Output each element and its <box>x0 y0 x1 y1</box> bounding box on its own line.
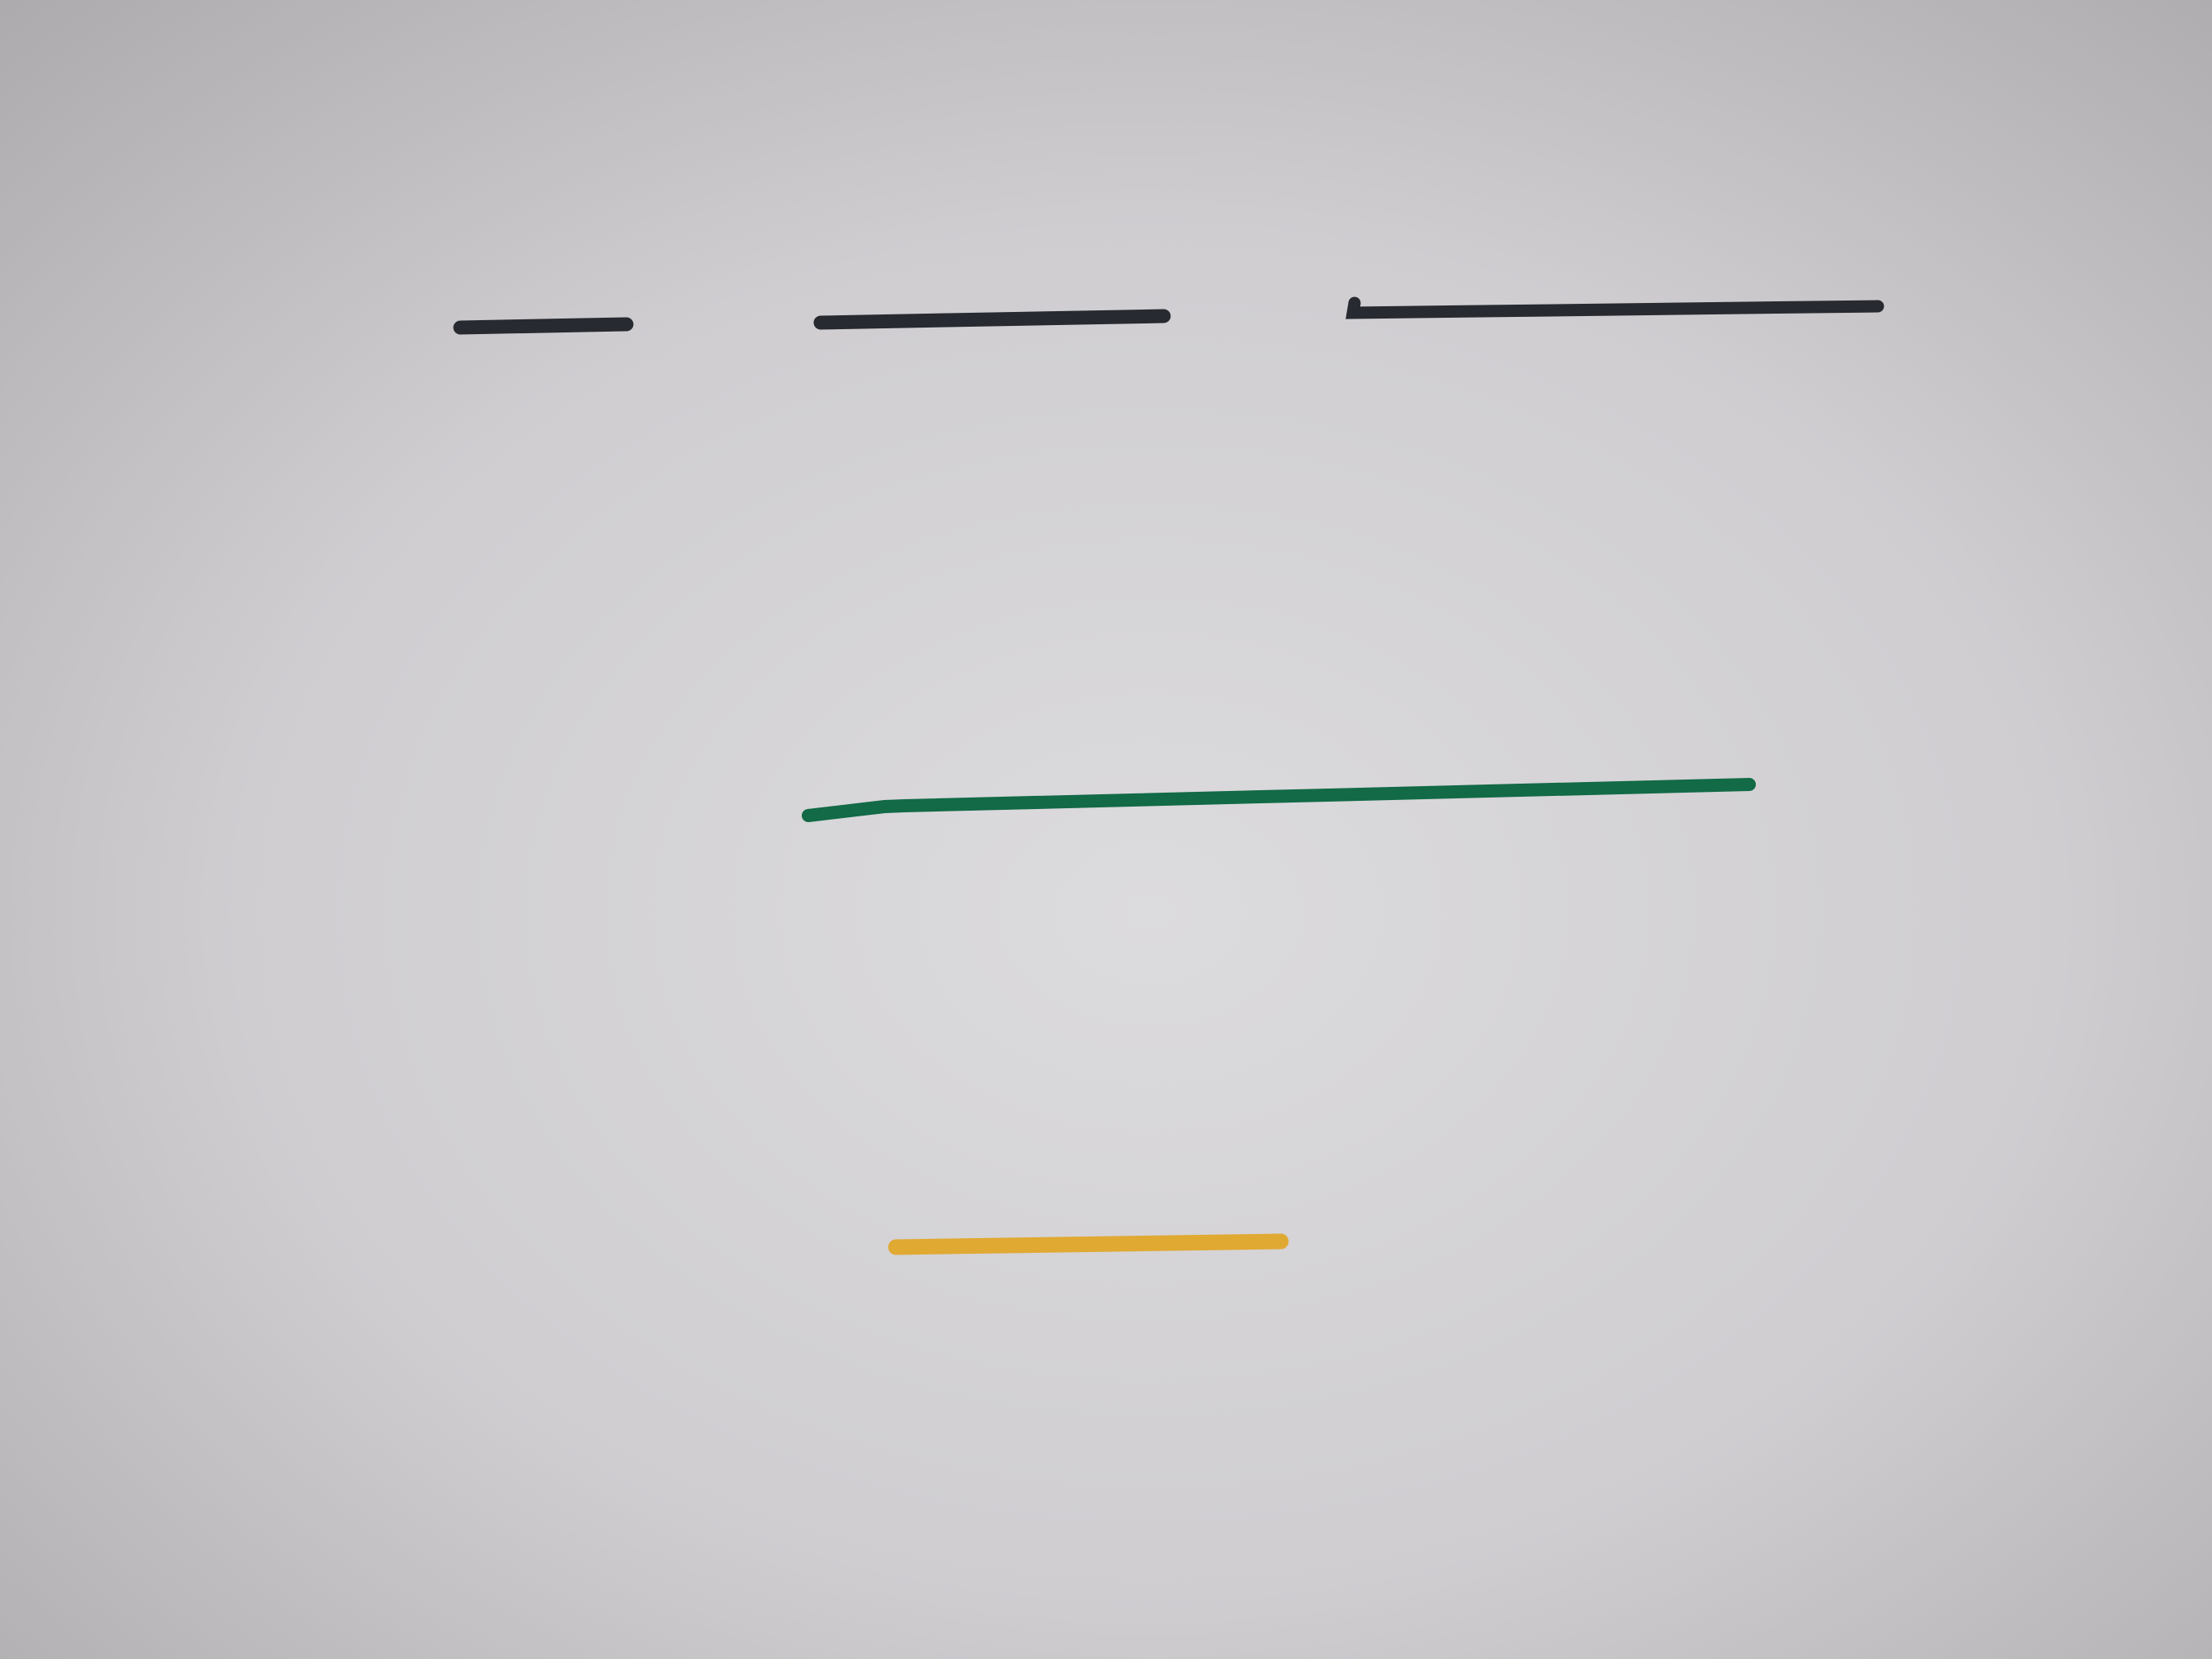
green-line <box>802 778 1756 822</box>
yellow-line <box>888 1233 1289 1255</box>
black-line-medium <box>813 309 1171 330</box>
drawn-lines <box>453 296 1884 1255</box>
black-line-long <box>1346 296 1884 319</box>
black-line-short <box>453 317 634 335</box>
